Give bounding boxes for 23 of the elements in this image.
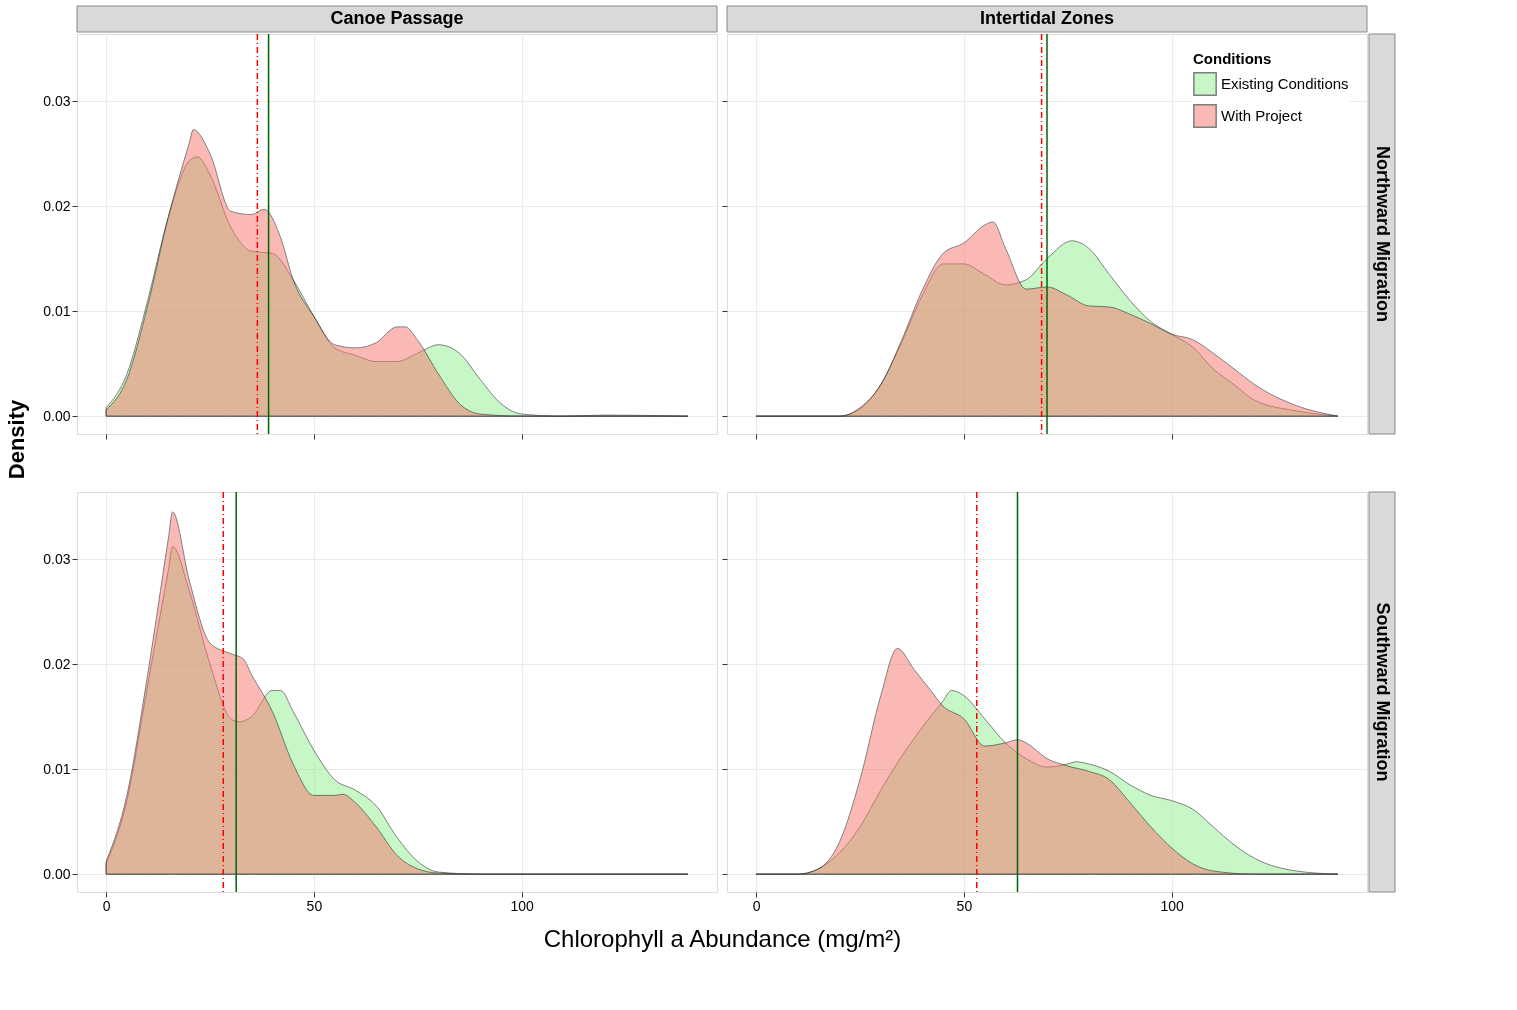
x-tick-label: 50 <box>306 897 323 914</box>
y-tick-label: 0.01 <box>43 760 71 777</box>
y-tick-label: 0.00 <box>43 865 71 882</box>
y-tick-label: 0.03 <box>43 92 71 109</box>
x-tick-label: 100 <box>510 897 535 914</box>
y-tick-label: 0.01 <box>43 302 71 319</box>
legend-label: Existing Conditions <box>1221 75 1349 92</box>
x-tick-label: 50 <box>956 897 973 914</box>
y-tick-label: 0.02 <box>43 655 71 672</box>
y-tick-label: 0.00 <box>43 407 71 424</box>
y2-axis-title: Northward Migration <box>1373 146 1393 322</box>
legend-label: With Project <box>1221 107 1303 124</box>
x-tick-label: 0 <box>102 897 111 914</box>
y-axis-title: Density <box>4 399 30 480</box>
chart-title: Canoe Passage <box>330 8 464 28</box>
y-tick-label: 0.03 <box>43 550 71 567</box>
x-tick-label: 100 <box>1160 897 1185 914</box>
y2-axis-title: Southward Migration <box>1373 602 1393 782</box>
chart-title: Intertidal Zones <box>979 8 1115 28</box>
y-tick-label: 0.02 <box>43 197 71 214</box>
legend-title: Conditions <box>1193 50 1272 67</box>
x-axis-title: Chlorophyll a Abundance (mg/m²) <box>543 924 902 952</box>
x-tick-label: 0 <box>752 897 761 914</box>
